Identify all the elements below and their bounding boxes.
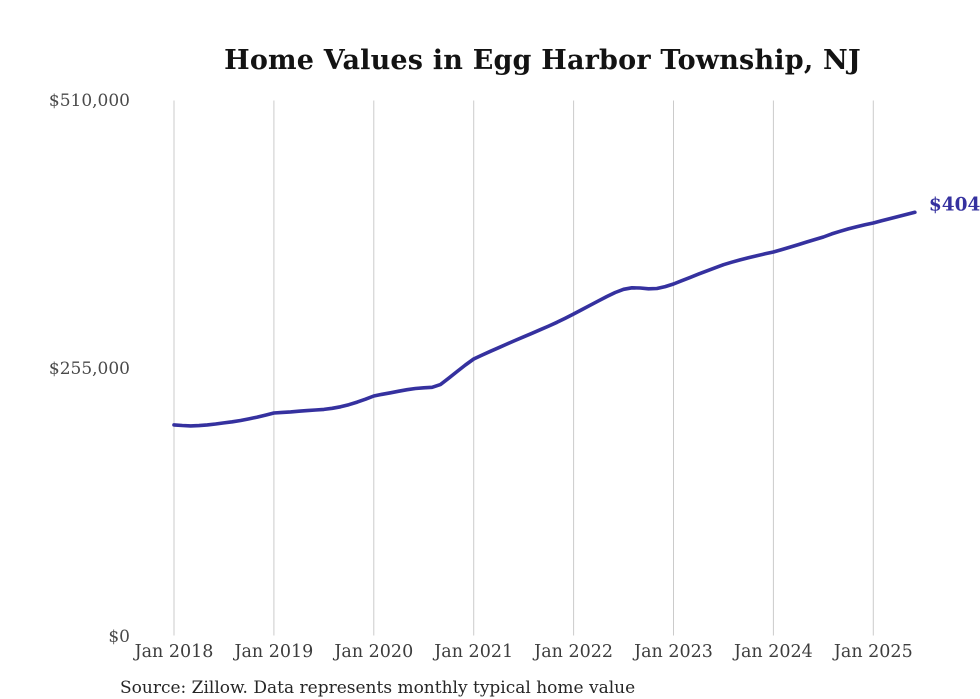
x-tick-label: Jan 2022	[534, 642, 614, 662]
gridlines	[173, 100, 874, 636]
latest-value-label: $404,058	[928, 194, 980, 216]
plot-area	[172, 100, 917, 636]
y-tick-label: $510,000	[48, 91, 130, 111]
x-tick-label: Jan 2021	[434, 642, 514, 662]
x-tick-label: Jan 2023	[634, 642, 713, 662]
x-tick-label: Jan 2018	[134, 642, 214, 662]
x-tick-label: Jan 2024	[733, 642, 813, 662]
x-tick-label: Jan 2025	[833, 642, 913, 662]
x-tick-label: Jan 2019	[234, 642, 314, 662]
source-note: Source: Zillow. Data represents monthly …	[120, 678, 636, 698]
x-tick-label: Jan 2020	[334, 642, 414, 662]
chart-title: Home Values in Egg Harbor Township, NJ	[224, 45, 861, 76]
home-value-line	[172, 210, 917, 428]
y-tick-label: $255,000	[48, 359, 130, 379]
y-tick-label: $0	[108, 627, 130, 647]
home-values-line-chart: Home Values in Egg Harbor Township, NJ $…	[40, 16, 980, 699]
